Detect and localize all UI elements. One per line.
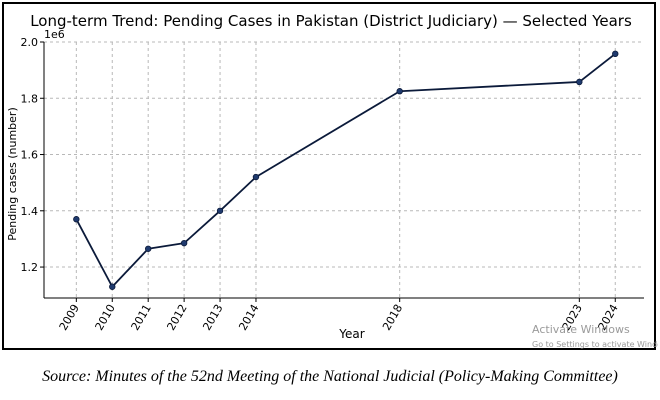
- x-tick-label: 2012: [164, 302, 189, 333]
- data-point: [396, 88, 403, 95]
- grid-layer: [44, 41, 644, 298]
- y-tick-label: 1.4: [21, 205, 39, 218]
- x-tick-label: 2014: [236, 302, 261, 333]
- y-tick-label: 1.6: [21, 149, 39, 162]
- x-tick-label: 2011: [129, 302, 154, 333]
- y-tick-label: 1.8: [21, 92, 39, 105]
- data-point: [109, 283, 116, 290]
- y-axis-label: Pending cases (number): [6, 107, 19, 241]
- y-tick-label: 2.0: [21, 36, 39, 49]
- chart-title: Long-term Trend: Pending Cases in Pakist…: [30, 12, 632, 30]
- x-axis-label: Year: [338, 327, 364, 341]
- watermark-line-2: Go to Settings to activate Windows.: [532, 340, 658, 349]
- x-tick-label: 2009: [57, 302, 82, 333]
- data-point: [576, 78, 583, 86]
- y-axis-offset-label: 1e6: [44, 28, 65, 41]
- data-point: [612, 50, 619, 58]
- chart-frame: Long-term Trend: Pending Cases in Pakist…: [2, 2, 658, 350]
- line-chart: Long-term Trend: Pending Cases in Pakist…: [6, 12, 658, 349]
- axes-layer: [43, 42, 644, 299]
- data-point: [180, 239, 188, 247]
- data-point: [252, 173, 260, 181]
- source-caption: Source: Minutes of the 52nd Meeting of t…: [42, 368, 618, 385]
- data-point: [144, 245, 152, 252]
- watermark-line-1: Activate Windows: [532, 323, 630, 336]
- series-line: [75, 53, 616, 288]
- data-point: [73, 216, 80, 223]
- x-tick-label: 2013: [200, 302, 225, 333]
- data-point: [216, 207, 224, 214]
- watermark: Activate Windows Go to Settings to activ…: [532, 323, 658, 349]
- series-layer: [73, 50, 619, 290]
- x-tick-label: 2010: [93, 302, 118, 333]
- y-tick-label: 1.2: [21, 261, 39, 274]
- x-tick-label: 2018: [380, 302, 405, 333]
